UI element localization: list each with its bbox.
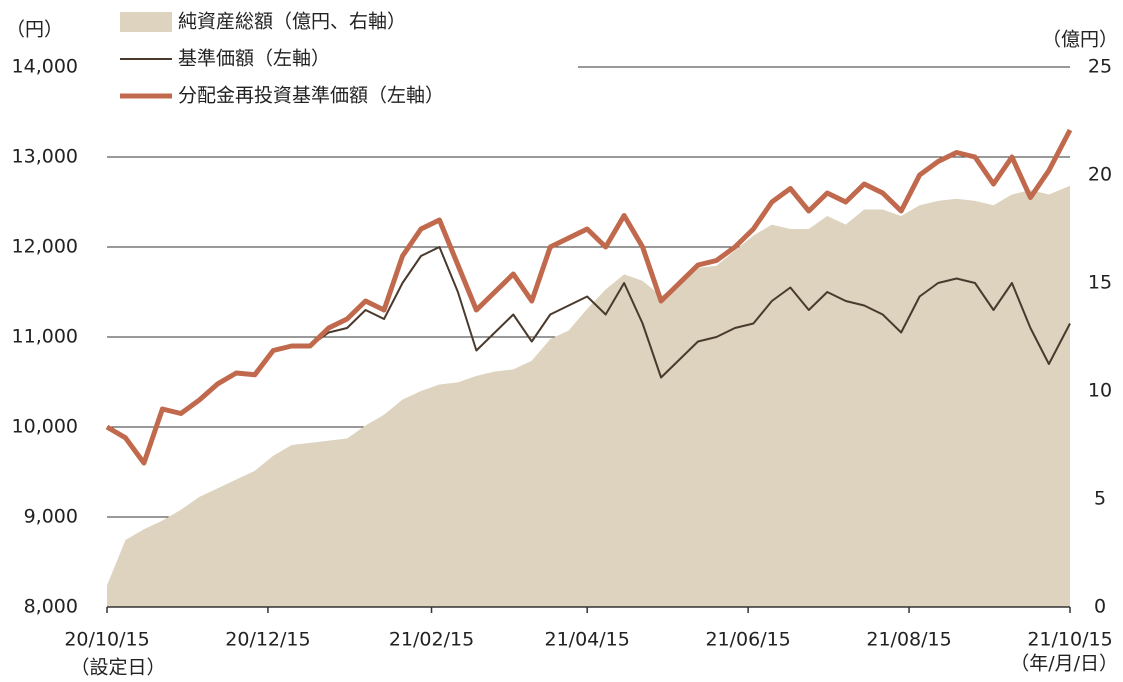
y-tick-label: 11,000 — [12, 326, 78, 348]
y2-tick-label: 0 — [1094, 596, 1106, 618]
y-tick-label: 10,000 — [12, 416, 78, 438]
x-tick-label: 21/06/15 — [705, 629, 790, 651]
x-tick-label: 21/08/15 — [866, 629, 951, 651]
line — [105, 128, 1073, 466]
legend-label: 純資産総額（億円、右軸） — [178, 11, 406, 33]
y2-tick-label: 5 — [1094, 488, 1106, 510]
x-start-note: （設定日） — [70, 657, 165, 679]
y2-unit-label: （億円） — [1042, 29, 1118, 51]
x-tick-label: 20/10/15 — [64, 629, 149, 651]
x-tick-label: 21/02/15 — [389, 629, 474, 651]
y2-tick-label: 20 — [1088, 164, 1112, 186]
y-tick-label: 12,000 — [12, 236, 78, 258]
y-tick-label: 14,000 — [12, 56, 78, 78]
x-end-note: （年/月/日） — [1010, 653, 1118, 675]
x-tick-label: 21/10/15 — [1027, 629, 1112, 651]
y2-tick-label: 15 — [1088, 272, 1112, 294]
legend-label: 基準価額（左軸） — [178, 48, 330, 70]
x-tick-label: 20/12/15 — [225, 629, 310, 651]
legend-label: 分配金再投資基準価額（左軸） — [178, 85, 444, 107]
y-tick-label: 9,000 — [24, 506, 78, 528]
y-tick-label: 13,000 — [12, 146, 78, 168]
area — [107, 185, 1070, 608]
y-unit-label: （円） — [6, 19, 63, 41]
x-tick-label: 21/04/15 — [545, 629, 630, 651]
y2-tick-label: 10 — [1088, 380, 1112, 402]
y-tick-label: 8,000 — [24, 596, 78, 618]
legend-background — [100, 0, 578, 112]
legend-swatch — [120, 12, 172, 32]
y2-tick-label: 25 — [1088, 56, 1112, 78]
